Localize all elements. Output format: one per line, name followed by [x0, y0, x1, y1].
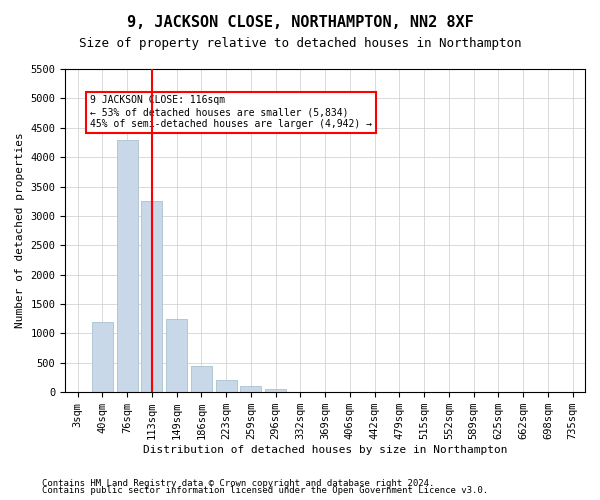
Bar: [142, 201, 163, 392]
Text: 9 JACKSON CLOSE: 116sqm
← 53% of detached houses are smaller (5,834)
45% of semi: 9 JACKSON CLOSE: 116sqm ← 53% of detache…: [90, 96, 372, 128]
Text: 9, JACKSON CLOSE, NORTHAMPTON, NN2 8XF: 9, JACKSON CLOSE, NORTHAMPTON, NN2 8XF: [127, 15, 473, 30]
Text: Contains public sector information licensed under the Open Government Licence v3: Contains public sector information licen…: [42, 486, 488, 495]
Text: Size of property relative to detached houses in Northampton: Size of property relative to detached ho…: [79, 38, 521, 51]
Bar: [265, 388, 286, 392]
Bar: [92, 322, 113, 392]
Bar: [191, 366, 212, 392]
Bar: [166, 319, 187, 392]
Bar: [116, 140, 137, 392]
Y-axis label: Number of detached properties: Number of detached properties: [15, 132, 25, 328]
X-axis label: Distribution of detached houses by size in Northampton: Distribution of detached houses by size …: [143, 445, 508, 455]
Bar: [241, 386, 262, 392]
Bar: [215, 380, 236, 392]
Text: Contains HM Land Registry data © Crown copyright and database right 2024.: Contains HM Land Registry data © Crown c…: [42, 478, 434, 488]
